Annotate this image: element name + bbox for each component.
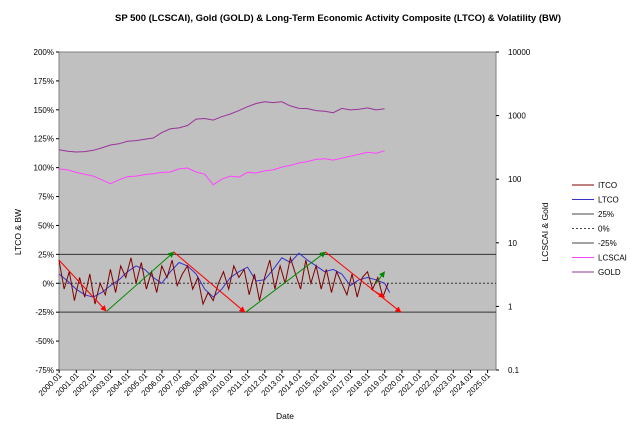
- left-tick-label: 0%: [42, 279, 54, 288]
- right-tick-label: 1000: [508, 112, 526, 121]
- legend-label: LTCO: [598, 196, 619, 205]
- reference-lines: [59, 253, 496, 313]
- trend-arrows: [58, 251, 402, 313]
- trend-arrow: [106, 251, 175, 312]
- left-tick-label: -25%: [35, 308, 54, 317]
- legend-label: 0%: [598, 225, 610, 234]
- trend-arrow: [58, 259, 107, 312]
- left-tick-label: 25%: [38, 250, 54, 259]
- legend-label: LCSCAI: [598, 254, 627, 263]
- series-line-gold: [58, 101, 385, 153]
- trend-arrow: [370, 288, 386, 298]
- left-tick-label: 200%: [34, 48, 54, 57]
- trend-arrow: [245, 251, 326, 313]
- x-axis-label: Date: [276, 411, 294, 421]
- right-axis-label: LCSCAI & Gold: [540, 202, 550, 261]
- legend: ITCO LTCO 25% 0% -25% LCSCAI GOLD: [572, 181, 627, 277]
- trend-arrow: [173, 251, 246, 313]
- x-axis-ticks: 2000.012001.012002.012003.012004.012005.…: [37, 370, 492, 398]
- left-tick-label: 175%: [34, 77, 54, 86]
- legend-label: GOLD: [598, 268, 621, 277]
- left-tick-label: 75%: [38, 193, 54, 202]
- right-tick-label: 10: [508, 239, 517, 248]
- trend-arrow: [375, 271, 386, 284]
- series-layer: [58, 101, 391, 306]
- plot-area: [58, 51, 497, 371]
- right-axis-ticks: 0.1 1 10 100 1000 10000: [496, 48, 531, 375]
- left-tick-label: -50%: [35, 337, 54, 346]
- left-tick-label: 50%: [38, 221, 54, 230]
- right-tick-label: 0.1: [508, 366, 520, 375]
- series-line-lcscai: [58, 150, 385, 186]
- series-line-ltco: [58, 252, 391, 298]
- left-tick-label: 150%: [34, 106, 54, 115]
- chart-title: SP 500 (LCSCAI), Gold (GOLD) & Long-Term…: [115, 13, 561, 24]
- left-tick-label: -75%: [35, 366, 54, 375]
- right-tick-label: 10000: [508, 48, 531, 57]
- trend-arrow: [325, 251, 402, 313]
- left-axis-ticks: -75% -50% -25% 0% 25% 50% 75% 100% 125% 150% 175% 2…: [34, 48, 59, 375]
- legend-label: 25%: [598, 210, 614, 219]
- left-axis-label: LTCO & BW: [13, 209, 23, 255]
- legend-label: -25%: [598, 239, 617, 248]
- legend-label: ITCO: [598, 181, 617, 190]
- series-line-itco: [58, 255, 389, 306]
- left-tick-label: 125%: [34, 135, 54, 144]
- right-tick-label: 1: [508, 302, 513, 311]
- left-tick-label: 100%: [34, 164, 54, 173]
- right-tick-label: 100: [508, 175, 522, 184]
